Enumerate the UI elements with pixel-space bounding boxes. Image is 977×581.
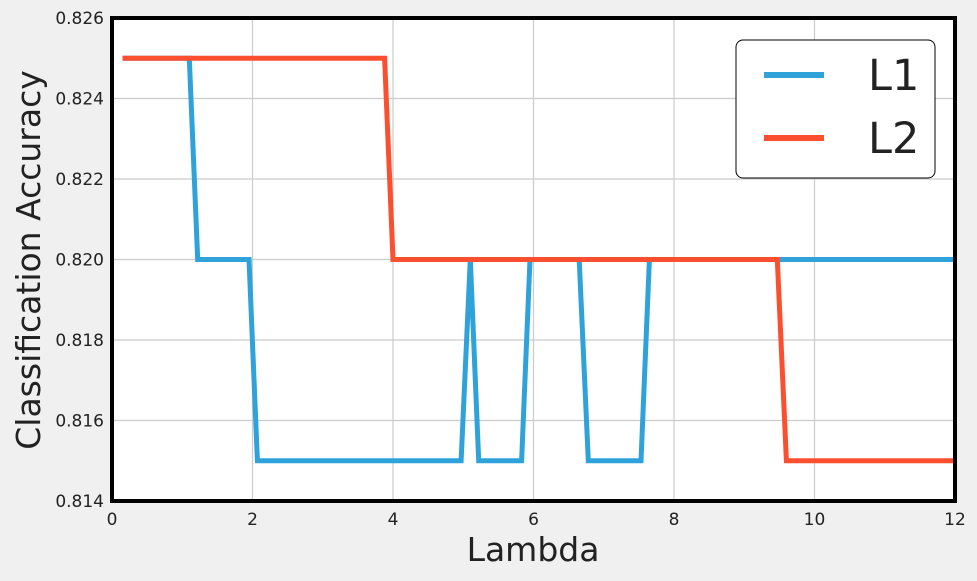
y-tick-label: 0.816 [55,412,104,432]
x-tick-label: 4 [388,510,399,530]
x-axis-label: Lambda [467,530,600,569]
x-tick-label: 12 [944,510,966,530]
x-tick-label: 2 [247,510,258,530]
legend-label-l2: L2 [868,114,919,164]
y-tick-label: 0.822 [55,170,104,190]
series-line-l2 [122,55,955,464]
series-layer [122,55,955,464]
plot-frame [110,16,957,503]
x-tick-label: 8 [669,510,680,530]
y-axis-label: Classification Accuracy [9,70,48,450]
y-tick-label: 0.826 [55,9,104,29]
y-tick-label: 0.814 [55,492,104,512]
series-line-l1 [122,55,955,464]
x-tick-label: 0 [107,510,118,530]
x-tick-label: 10 [804,510,826,530]
tick-labels: 0 2 4 6 8 10 12 0.814 0.816 0.818 0.820 0.822 0.824 0… [55,9,965,530]
y-tick-label: 0.818 [55,331,104,351]
legend-label-l1: L1 [868,51,919,101]
x-tick-label: 6 [528,510,539,530]
y-tick-label: 0.820 [55,251,104,271]
y-tick-label: 0.824 [55,90,104,110]
